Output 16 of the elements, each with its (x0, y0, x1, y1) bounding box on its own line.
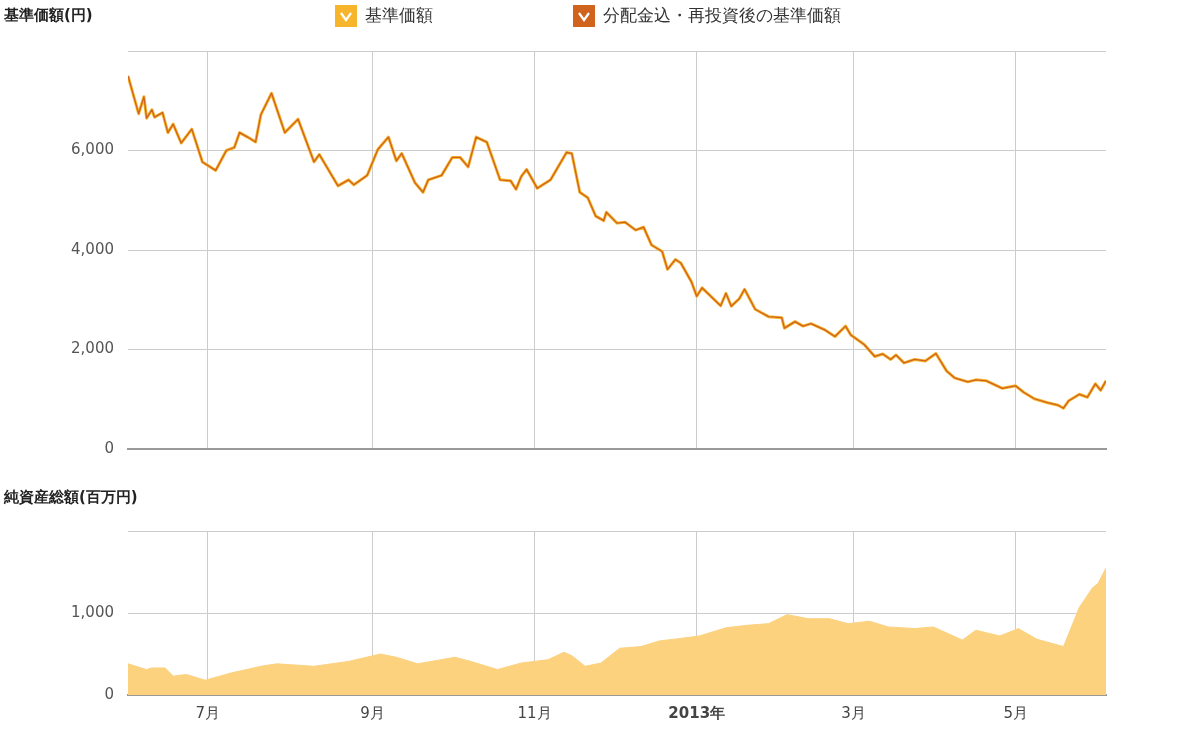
y-axis-title: 純資産総額(百万円) (4, 488, 138, 507)
x-tick-label: 2013年 (668, 703, 726, 722)
x-tick-label: 11月 (517, 703, 552, 722)
y-tick-label: 4,000 (71, 239, 114, 258)
x-tick-label: 5月 (1003, 703, 1028, 722)
y-tick-label: 2,000 (71, 339, 114, 358)
y-tick-label: 0 (104, 684, 114, 703)
x-tick-label: 7月 (195, 703, 220, 722)
y-axis-title: 基準価額(円) (4, 6, 93, 25)
legend-label: 分配金込・再投資後の基準価額 (603, 4, 841, 27)
x-tick-label: 3月 (841, 703, 866, 722)
y-tick-label: 0 (104, 438, 114, 457)
y-tick-label: 6,000 (71, 140, 114, 159)
legend-label: 基準価額 (365, 4, 433, 27)
y-tick-label: 1,000 (71, 602, 114, 621)
x-tick-label: 9月 (360, 703, 385, 722)
